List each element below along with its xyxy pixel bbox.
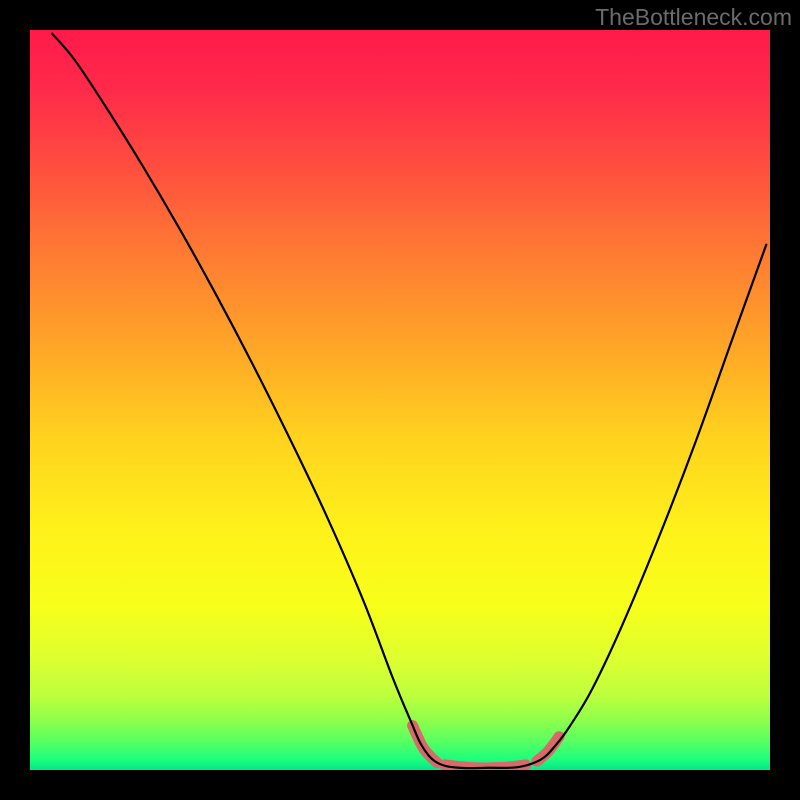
chart-container: TheBottleneck.com [0,0,800,800]
plot-area [30,30,770,770]
bottleneck-curve [52,34,766,769]
highlight-segment-2 [537,737,559,761]
watermark-text: TheBottleneck.com [595,4,792,31]
highlight-segment-0 [413,726,437,763]
curve-layer [30,30,770,770]
